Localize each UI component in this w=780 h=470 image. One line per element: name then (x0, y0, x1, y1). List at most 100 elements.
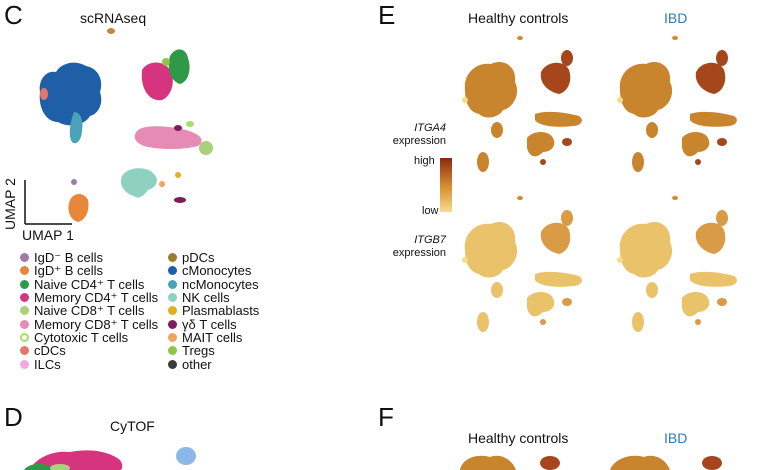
legend-item: MAIT cells (168, 331, 259, 344)
cluster-nk (120, 168, 157, 198)
legend-item: NK cells (168, 291, 259, 304)
legend-item: IgD⁻ B cells (20, 251, 158, 264)
legend-swatch (168, 346, 177, 356)
legend-swatch (20, 253, 29, 263)
legend-item: pDCs (168, 251, 259, 264)
legend-swatch (168, 293, 177, 303)
legend-label: Naive CD8⁺ T cells (34, 303, 145, 319)
legend-label: Memory CD8⁺ T cells (34, 316, 159, 332)
row2-gene: ITGB7 (414, 234, 446, 246)
legend-label: Tregs (182, 343, 215, 359)
umap-y-axis-label: UMAP 2 (2, 178, 18, 230)
row2-expression-label: ITGB7 expression (380, 234, 446, 259)
legend-label: cDCs (34, 343, 66, 359)
legend-swatch (168, 359, 177, 369)
row1-suffix: expression (392, 134, 446, 147)
cluster-naive-cd8 (199, 141, 213, 155)
legend-swatch (168, 319, 177, 329)
umap-x-axis-label: UMAP 1 (22, 227, 74, 243)
cluster-mait (159, 181, 165, 187)
panel-e-letter: E (378, 0, 396, 30)
legend-swatch (168, 266, 177, 276)
panel-f-letter: F (378, 402, 394, 432)
legend-label: NK cells (182, 290, 230, 306)
panel-d-title: CyTOF (110, 418, 155, 434)
legend-label: cMonocytes (182, 263, 252, 279)
panel-c-title: scRNAseq (80, 10, 147, 26)
legend-item: IgD⁺ B cells (20, 264, 158, 277)
umap-itga4-healthy (462, 36, 582, 172)
row1-expression-label: ITGA4 expression (380, 122, 446, 147)
legend-label: Plasmablasts (182, 303, 260, 319)
legend-item: Cytotoxic T cells (20, 331, 158, 344)
legend-label: γδ T cells (182, 316, 237, 332)
scale-low-label: low (422, 205, 439, 217)
legend-swatch (20, 332, 29, 342)
cluster-memory-cd8 (134, 126, 202, 149)
legend-item: ncMonocytes (168, 278, 259, 291)
panel-e-col-ibd: IBD (664, 10, 688, 26)
legend-swatch (20, 346, 29, 356)
cluster-igd-minus-b (71, 179, 77, 185)
cluster-igd-plus-b (68, 194, 89, 222)
legend-label: Memory CD4⁺ T cells (34, 290, 159, 306)
legend-swatch (20, 359, 29, 369)
legend-item: Memory CD8⁺ T cells (20, 316, 159, 332)
umap-itga4-ibd (617, 36, 737, 172)
legend-label: other (182, 356, 212, 372)
legend-item: Naive CD4⁺ T cells (20, 278, 158, 291)
legend-swatch (168, 332, 177, 342)
panel-f-umaps (460, 455, 722, 470)
cluster-cytotoxic (186, 121, 194, 127)
legend-item: cMonocytes (168, 264, 259, 277)
legend-label: ILCs (34, 356, 61, 372)
panel-f-col-ibd: IBD (664, 430, 688, 446)
cluster-gd-t (174, 125, 182, 131)
panel-d-letter: D (4, 402, 23, 432)
legend-label: IgD⁻ B cells (34, 250, 103, 266)
legend-swatch (168, 253, 177, 263)
legend-swatch (20, 293, 29, 303)
legend-left: IgD⁻ B cells IgD⁺ B cells Naive CD4⁺ T cel… (20, 251, 158, 371)
cytof-umap-plot (24, 447, 196, 470)
legend-item: cDCs (20, 344, 158, 357)
legend-item: other (168, 356, 259, 372)
legend-item: ILCs (20, 356, 158, 372)
panel-e-col-healthy: Healthy controls (468, 10, 569, 26)
legend-label: Naive CD4⁺ T cells (34, 276, 145, 292)
cluster-tregs (162, 58, 170, 66)
cluster-memory-cd4 (141, 62, 173, 101)
cluster-pdcs (107, 28, 115, 34)
umap-itgb7-ibd (617, 196, 737, 332)
expression-color-scale (440, 158, 452, 212)
legend-item: Tregs (168, 344, 259, 357)
panel-f-col-healthy: Healthy controls (468, 430, 569, 446)
legend-item: Naive CD8⁺ T cells (20, 304, 158, 317)
row1-gene: ITGA4 (414, 122, 446, 134)
cluster-plasmablasts (175, 172, 181, 178)
umap-itgb7-healthy (462, 196, 582, 332)
legend-item: γδ T cells (168, 316, 259, 332)
legend-swatch (20, 319, 29, 329)
legend-swatch (168, 279, 177, 289)
legend-label: IgD⁺ B cells (34, 263, 103, 279)
cluster-gd-small (174, 197, 186, 203)
cluster-cmonocytes (39, 62, 102, 126)
legend-swatch (168, 306, 177, 316)
legend-label: MAIT cells (182, 329, 243, 345)
panel-c-letter: C (4, 0, 23, 30)
legend-label: pDCs (182, 250, 215, 266)
scrnaseq-umap-plot (24, 28, 213, 225)
legend-item: Memory CD4⁺ T cells (20, 291, 158, 304)
cluster-ncmonocytes (69, 112, 83, 144)
legend-label: ncMonocytes (182, 276, 259, 292)
legend-item: Plasmablasts (168, 304, 259, 317)
scale-high-label: high (414, 155, 435, 167)
cluster-cdcs (40, 88, 48, 100)
legend-swatch (20, 306, 29, 316)
cluster-naive-cd4 (168, 49, 190, 84)
legend-label: Cytotoxic T cells (34, 329, 129, 345)
legend-swatch (20, 266, 29, 276)
legend-right: pDCs cMonocytes ncMonocytes NK cells Plasmab… (168, 251, 259, 371)
legend-swatch (20, 279, 29, 289)
